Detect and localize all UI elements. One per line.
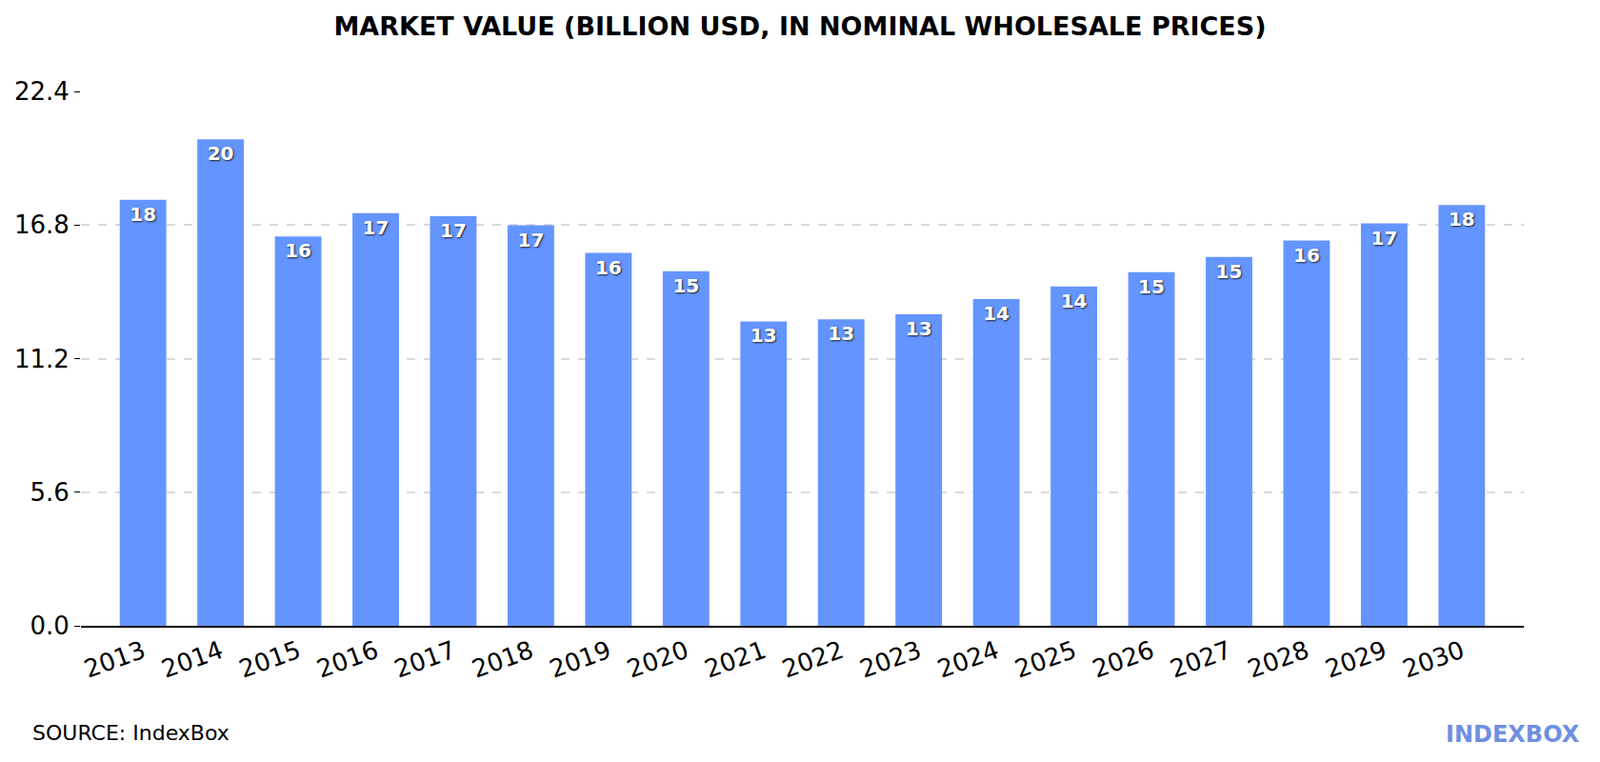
svg-text:13: 13 [827,321,855,345]
svg-text:2026: 2026 [1088,635,1158,684]
svg-text:2027: 2027 [1166,635,1236,684]
svg-text:14: 14 [982,301,1010,325]
svg-text:2021: 2021 [700,635,770,684]
svg-text:2024: 2024 [933,635,1002,684]
svg-text:11.2: 11.2 [14,344,70,374]
svg-text:2020: 2020 [622,635,692,684]
svg-text:2019: 2019 [545,635,615,684]
svg-text:20: 20 [207,141,235,165]
svg-text:2016: 2016 [313,635,382,684]
svg-text:2030: 2030 [1399,635,1468,684]
svg-text:2017: 2017 [390,635,460,684]
svg-text:15: 15 [1216,260,1243,283]
svg-text:18: 18 [129,202,157,226]
svg-text:15: 15 [1138,275,1165,299]
svg-text:15: 15 [672,274,700,298]
svg-text:22.4: 22.4 [14,77,70,106]
svg-text:16: 16 [1293,243,1320,267]
svg-text:16.8: 16.8 [14,210,70,240]
svg-text:MARKET VALUE (BILLION USD, IN: MARKET VALUE (BILLION USD, IN NOMINAL WH… [333,11,1266,41]
svg-text:0.0: 0.0 [29,611,69,640]
svg-text:16: 16 [595,256,622,280]
svg-text:2022: 2022 [778,635,847,684]
svg-text:2023: 2023 [856,635,925,684]
svg-text:13: 13 [905,317,933,340]
svg-text:14: 14 [1060,289,1088,313]
svg-text:2014: 2014 [158,635,227,684]
svg-text:SOURCE: IndexBox: SOURCE: IndexBox [32,720,230,745]
svg-text:13: 13 [750,323,778,347]
svg-text:18: 18 [1448,207,1476,231]
svg-text:2028: 2028 [1243,635,1313,684]
svg-text:17: 17 [517,228,544,252]
svg-text:INDEXBOX: INDEXBOX [1445,720,1580,748]
svg-text:2015: 2015 [235,635,304,684]
svg-text:2018: 2018 [467,635,537,684]
svg-text:16: 16 [284,239,312,262]
svg-text:2025: 2025 [1011,635,1080,684]
svg-text:17: 17 [1370,226,1398,250]
svg-text:5.6: 5.6 [29,478,69,507]
svg-text:17: 17 [440,219,467,242]
svg-text:17: 17 [362,216,390,240]
svg-text:2013: 2013 [80,635,149,684]
svg-text:2029: 2029 [1320,635,1390,684]
